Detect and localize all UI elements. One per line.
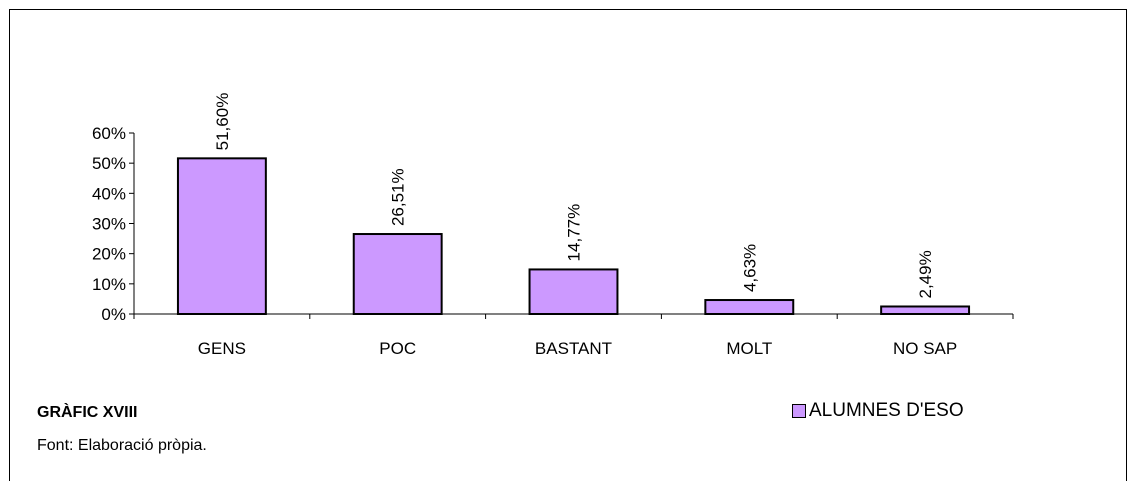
data-labels: 51,60% 26,51% 14,77% 4,63% 2,49% xyxy=(213,93,935,299)
data-label: 2,49% xyxy=(916,250,935,298)
y-tick-label: 30% xyxy=(92,215,126,234)
y-tick-label: 50% xyxy=(92,154,126,173)
data-label: 26,51% xyxy=(389,168,408,226)
chart-frame xyxy=(9,9,1127,481)
x-category-label: MOLT xyxy=(726,339,772,358)
x-category-label: BASTANT xyxy=(535,339,612,358)
x-axis: GENS POC BASTANT MOLT NO SAP xyxy=(133,313,1014,358)
x-category-label: GENS xyxy=(198,339,246,358)
bar xyxy=(880,305,971,315)
bar xyxy=(352,233,443,315)
bar xyxy=(176,157,267,315)
legend-swatch xyxy=(792,404,806,418)
bars xyxy=(176,157,971,316)
bar xyxy=(704,299,795,316)
y-tick-label: 10% xyxy=(92,275,126,294)
legend-label: ALUMNES D'ESO xyxy=(809,400,964,421)
chart-caption-source: Font: Elaboració pròpia. xyxy=(37,437,207,454)
data-label: 51,60% xyxy=(213,93,232,151)
chart-caption-title: GRÀFIC XVIII xyxy=(37,404,138,421)
y-axis: 0% 10% 20% 30% 40% 50% 60% xyxy=(92,124,135,324)
y-tick-label: 20% xyxy=(92,245,126,264)
x-category-label: POC xyxy=(379,339,416,358)
data-label: 14,77% xyxy=(565,204,584,262)
bar xyxy=(528,268,619,316)
data-label: 4,63% xyxy=(740,244,759,292)
y-tick-label: 40% xyxy=(92,184,126,203)
legend: ALUMNES D'ESO xyxy=(792,400,964,422)
y-tick-label: 60% xyxy=(92,124,126,143)
x-category-label: NO SAP xyxy=(893,339,957,358)
y-tick-label: 0% xyxy=(101,305,126,324)
